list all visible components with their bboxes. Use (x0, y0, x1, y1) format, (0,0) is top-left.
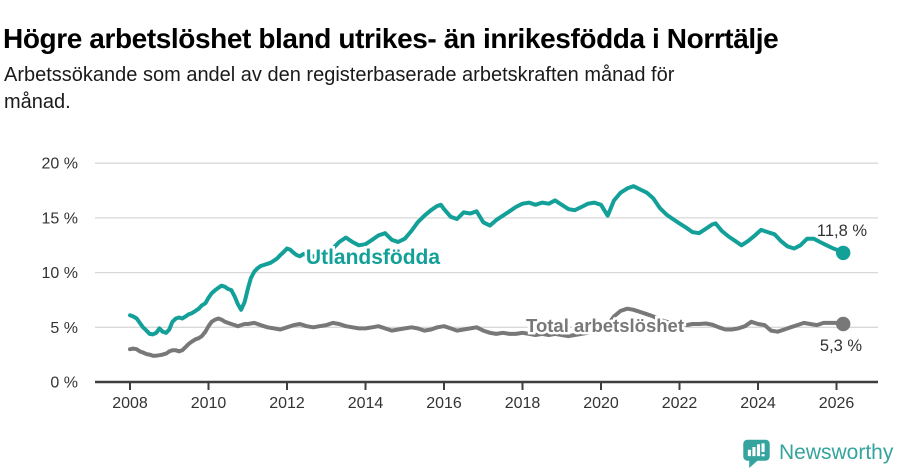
chart-subtitle: Arbetssökande som andel av den registerb… (4, 62, 674, 116)
exclamation-stem (761, 443, 765, 453)
bar-3 (756, 444, 761, 457)
x-tick-label-2018: 2018 (505, 395, 541, 412)
x-tick-label-2020: 2020 (583, 395, 619, 412)
series-line-total (128, 306, 846, 358)
y-tick-label-5: 5 % (50, 320, 78, 337)
x-tick-label-2024: 2024 (740, 395, 776, 412)
page-title: Högre arbetslöshet bland utrikes- än inr… (3, 22, 779, 54)
y-tick-label-20: 20 % (42, 156, 78, 173)
bar-1 (747, 449, 751, 457)
series-end-dot-total (836, 316, 851, 332)
subtitle-line-2: månad. (4, 91, 71, 113)
x-tick-label-2016: 2016 (426, 395, 462, 412)
series-end-dot-utlandsfodda (836, 245, 851, 261)
bar-2 (752, 447, 756, 457)
y-tick-label-0: 0 % (50, 375, 78, 392)
subtitle-line-1: Arbetssökande som andel av den registerb… (4, 64, 675, 86)
series-line-utlandsfodda (128, 184, 846, 337)
x-tick-label-2012: 2012 (269, 395, 305, 412)
brand-name: Newsworthy (779, 440, 894, 464)
x-tick-label-2022: 2022 (662, 395, 698, 412)
exclamation-dot (761, 454, 765, 457)
newsworthy-logo[interactable]: Newsworthy (741, 436, 893, 469)
series-value-label-total: 5,3 % (820, 337, 863, 355)
x-tick-label-2008: 2008 (112, 395, 148, 412)
y-tick-label-10: 10 % (42, 265, 78, 282)
x-tick-label-2010: 2010 (191, 395, 227, 412)
speech-bubble-shape (743, 439, 770, 468)
series-label-total: Total arbetslöshet (526, 315, 684, 336)
x-tick-label-2014: 2014 (348, 395, 384, 412)
newsworthy-speech-bubble-barchart-icon (743, 439, 770, 468)
y-tick-label-15: 15 % (42, 210, 78, 227)
x-tick-label-2026: 2026 (819, 395, 855, 412)
series-value-label-utlandsfodda: 11,8 % (817, 222, 867, 240)
series-label-utlandsfodda: Utlandsfödda (306, 246, 440, 269)
